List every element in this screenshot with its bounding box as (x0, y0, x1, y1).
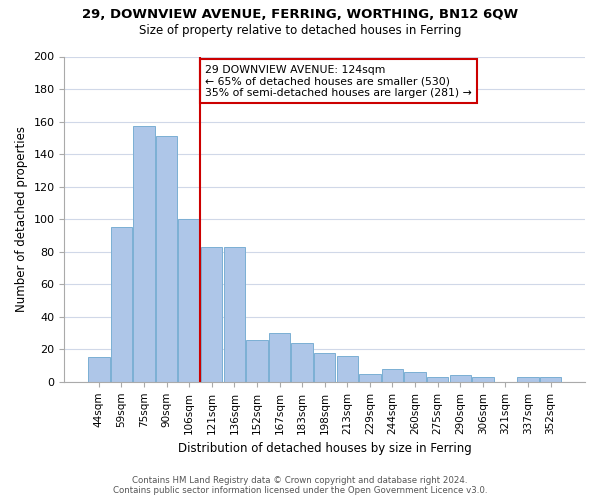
Text: 29 DOWNVIEW AVENUE: 124sqm
← 65% of detached houses are smaller (530)
35% of sem: 29 DOWNVIEW AVENUE: 124sqm ← 65% of deta… (205, 64, 472, 98)
Bar (201, 247, 223, 382)
Bar (540, 377, 562, 382)
Bar (88, 358, 110, 382)
Bar (178, 219, 200, 382)
Bar (337, 356, 358, 382)
Bar (404, 372, 426, 382)
Text: 29, DOWNVIEW AVENUE, FERRING, WORTHING, BN12 6QW: 29, DOWNVIEW AVENUE, FERRING, WORTHING, … (82, 8, 518, 20)
Bar (133, 126, 155, 382)
Bar (246, 340, 268, 382)
Bar (517, 377, 539, 382)
Bar (472, 377, 494, 382)
Text: Size of property relative to detached houses in Ferring: Size of property relative to detached ho… (139, 24, 461, 37)
Text: Contains HM Land Registry data © Crown copyright and database right 2024.
Contai: Contains HM Land Registry data © Crown c… (113, 476, 487, 495)
X-axis label: Distribution of detached houses by size in Ferring: Distribution of detached houses by size … (178, 442, 472, 455)
Bar (292, 343, 313, 382)
Bar (224, 247, 245, 382)
Bar (449, 376, 471, 382)
Bar (314, 352, 335, 382)
Bar (110, 228, 132, 382)
Bar (359, 374, 380, 382)
Bar (269, 333, 290, 382)
Y-axis label: Number of detached properties: Number of detached properties (15, 126, 28, 312)
Bar (156, 136, 177, 382)
Bar (382, 369, 403, 382)
Bar (427, 377, 448, 382)
